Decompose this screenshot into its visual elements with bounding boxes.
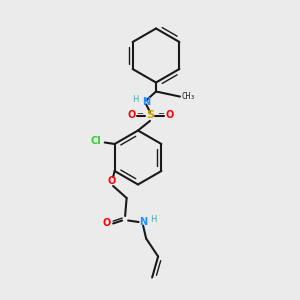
Text: =: =	[157, 110, 164, 119]
Text: O: O	[103, 218, 111, 229]
Text: O: O	[165, 110, 174, 121]
Text: O: O	[107, 176, 116, 187]
Text: =: =	[136, 110, 143, 119]
Text: CH₃: CH₃	[182, 92, 195, 101]
Text: O: O	[128, 110, 136, 121]
Text: N: N	[142, 97, 150, 107]
Text: H: H	[133, 95, 139, 104]
Text: Cl: Cl	[90, 136, 101, 146]
Text: S: S	[146, 110, 154, 121]
Text: H: H	[150, 215, 156, 224]
Text: N: N	[139, 217, 147, 227]
